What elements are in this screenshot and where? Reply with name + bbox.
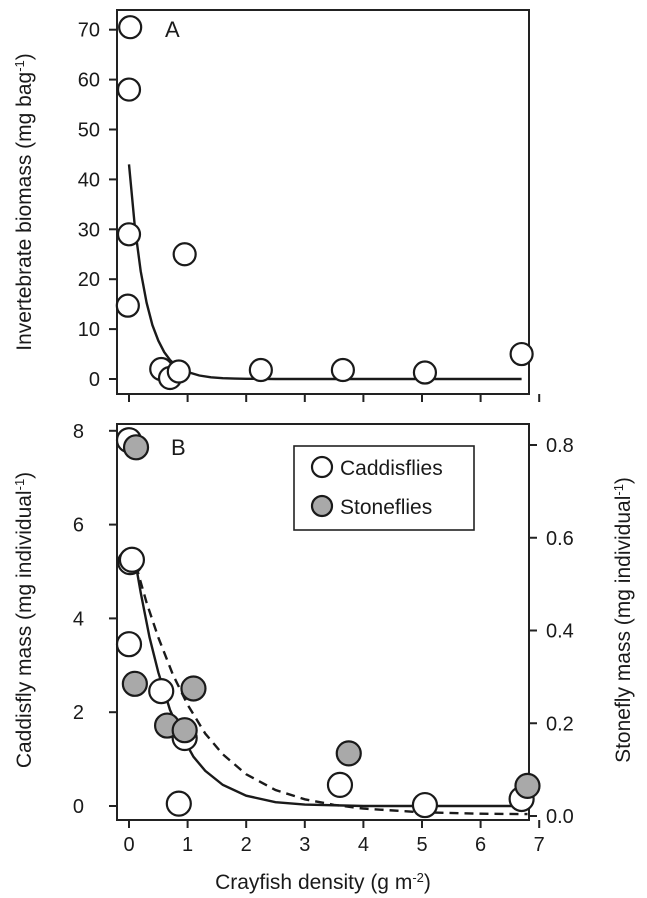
stonefly-point-4 (171, 717, 198, 744)
panel-a-y-tick-label-0: 0 (89, 369, 100, 391)
panel-b-right-y-title-sup: -1 (611, 484, 626, 496)
panel-b-left-y-tick-label-2: 4 (73, 608, 84, 630)
panel-a-y-tick-label-1: 10 (78, 319, 100, 341)
panel-b-right-y-tick-label-0: 0.0 (546, 806, 574, 828)
panel-b-x-tick-label-3: 3 (299, 834, 310, 856)
panel-b-label: B (171, 435, 186, 460)
panel-a-point-6 (166, 359, 191, 384)
panel-b: 0 2 4 6 8 0.0 0.2 0.4 0.6 0.8 0 1 2 3 4 5 6 7 B Caddisf… (12, 421, 636, 894)
legend-caddisflies-marker (310, 455, 334, 479)
panel-b-right-y-tick-label-3: 0.6 (546, 528, 574, 550)
stonefly-point-1 (121, 670, 148, 697)
panel-b-left-y-ticks: 0 2 4 6 8 (73, 421, 117, 818)
caddisfly-point-2 (118, 546, 146, 573)
panel-b-x-tick-label-4: 4 (358, 834, 369, 856)
panel-a-point-0 (118, 15, 143, 40)
x-title-main: Crayfish density (g m (215, 871, 412, 894)
panel-b-right-y-tick-label-1: 0.2 (546, 713, 574, 735)
panel-b-points (115, 427, 541, 819)
panel-a-fit-curve (127, 164, 522, 381)
stonefly-point-5 (335, 740, 362, 767)
panel-b-right-y-title-end: ) (612, 477, 635, 484)
panel-a-y-tick-label-2: 20 (78, 269, 100, 291)
panel-a-y-tick-label-4: 40 (78, 169, 100, 191)
panel-b-x-ticks: 0 1 2 3 4 5 6 7 (123, 820, 545, 856)
stonefly-point-2 (180, 675, 207, 702)
panel-b-x-tick-label-0: 0 (123, 834, 134, 856)
panel-b-x-tick-label-5: 5 (416, 834, 427, 856)
panel-b-right-y-ticks: 0.0 0.2 0.4 0.6 0.8 (529, 435, 574, 828)
panel-a-point-10 (412, 360, 438, 385)
legend-stoneflies-marker (310, 494, 334, 518)
legend: Caddisflies Stoneflies (293, 445, 475, 531)
panel-a: 0 10 20 30 40 50 60 70 A Invertebrate biomass (… (12, 9, 541, 402)
panel-a-point-2 (116, 222, 142, 247)
panel-b-left-y-title-end: ) (13, 472, 36, 479)
panel-a-point-1 (116, 77, 142, 102)
panel-b-right-y-tick-label-2: 0.4 (546, 621, 574, 643)
panel-a-point-8 (248, 357, 273, 383)
panel-a-y-title-main: Invertebrate biomass (mg bag (13, 72, 36, 351)
panel-a-point-11 (509, 341, 534, 367)
legend-stoneflies-label: Stoneflies (340, 496, 432, 519)
panel-b-x-tick-label-6: 6 (475, 834, 486, 856)
x-title-end: ) (424, 871, 431, 894)
stonefly-point-6 (514, 772, 541, 799)
panel-a-y-title-sup: -1 (12, 60, 27, 72)
panel-a-frame (116, 9, 530, 395)
caddisfly-point-3 (115, 631, 143, 658)
panel-a-x-ticks (128, 394, 541, 402)
panel-b-left-y-tick-label-0: 0 (73, 796, 84, 818)
panel-a-points (115, 15, 534, 391)
panel-b-left-y-tick-label-1: 2 (73, 702, 84, 724)
panel-b-right-y-title-main: Stonefly mass (mg individual (612, 496, 635, 763)
panel-a-y-axis-title: Invertebrate biomass (mg bag-1) (12, 53, 37, 351)
stonefly-fit-curve (134, 565, 528, 816)
panel-b-right-y-tick-label-4: 0.8 (546, 435, 574, 457)
panel-b-x-tick-label-2: 2 (241, 834, 252, 856)
panel-a-point-7 (172, 242, 197, 267)
caddisfly-point-4 (148, 677, 175, 705)
panel-a-y-tick-label-6: 60 (78, 70, 100, 92)
panel-b-left-y-axis-title: Caddisfly mass (mg individual-1) (12, 472, 37, 768)
caddisfly-point-7 (326, 771, 354, 798)
panel-a-label: A (165, 17, 180, 42)
panel-a-y-tick-label-7: 70 (78, 20, 100, 42)
panel-a-point-3 (115, 293, 140, 318)
caddisfly-point-6 (165, 790, 192, 817)
panel-a-y-title-end: ) (13, 53, 36, 60)
panel-a-y-ticks: 0 10 20 30 40 50 60 70 (78, 20, 117, 391)
legend-caddisflies-label: Caddisflies (340, 457, 443, 480)
panel-a-y-tick-label-3: 30 (78, 219, 100, 241)
caddisfly-point-8 (411, 791, 439, 819)
panel-b-right-y-axis-title: Stonefly mass (mg individual-1) (611, 477, 636, 763)
caddisfly-fit-curve (132, 552, 522, 808)
panel-b-left-y-title-main: Caddisfly mass (mg individual (13, 490, 36, 768)
panel-b-frame (116, 423, 530, 821)
panel-a-point-9 (330, 357, 355, 383)
panel-a-y-tick-label-5: 50 (78, 120, 100, 142)
x-title-sup: -2 (412, 870, 424, 885)
panel-b-x-tick-label-7: 7 (534, 834, 545, 856)
panel-b-left-y-tick-label-3: 6 (73, 515, 84, 537)
x-axis-title: Crayfish density (g m-2) (215, 870, 431, 895)
panel-b-x-tick-label-1: 1 (182, 834, 193, 856)
panel-b-left-y-tick-label-4: 8 (73, 421, 84, 443)
stonefly-point-0 (122, 434, 150, 461)
panel-b-left-y-title-sup: -1 (12, 479, 27, 491)
